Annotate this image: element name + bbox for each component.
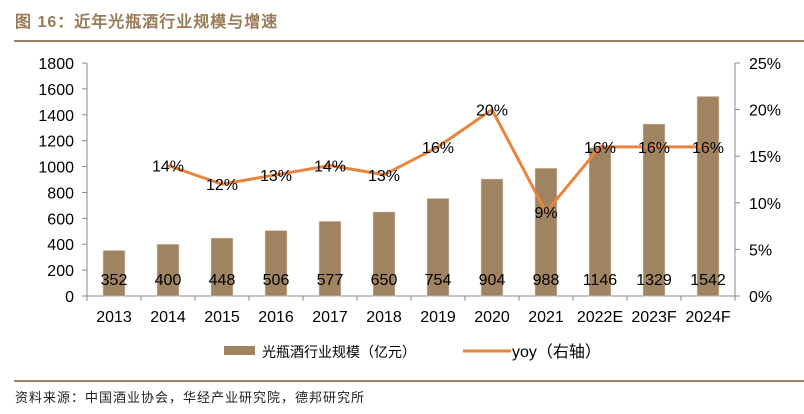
yoy-data-label: 16%: [584, 140, 616, 157]
y-left-tick-label: 400: [47, 237, 74, 254]
y-right-tick-label: 15%: [749, 149, 781, 166]
yoy-data-label: 13%: [368, 168, 400, 185]
y-left-tick-label: 1000: [38, 160, 74, 177]
yoy-data-label: 9%: [534, 205, 557, 222]
x-tick-label: 2023F: [631, 309, 677, 326]
y-right-tick-label: 25%: [749, 56, 781, 73]
y-right-tick-labels: 0% 5% 10% 15% 20% 25%: [749, 56, 781, 306]
bar-data-label: 448: [209, 272, 236, 289]
y-right-tick-label: 20%: [749, 103, 781, 120]
y-right-tick-label: 10%: [749, 196, 781, 213]
bar: [318, 221, 342, 297]
yoy-data-label: 16%: [638, 140, 670, 157]
x-tick-label: 2015: [204, 309, 240, 326]
y-left-tick-label: 200: [47, 263, 74, 280]
yoy-data-label: 14%: [152, 159, 184, 176]
top-divider: [14, 40, 804, 42]
bar: [480, 178, 504, 297]
bar: [426, 198, 450, 297]
bar-data-label: 352: [101, 272, 128, 289]
bar-data-label: 1542: [690, 272, 726, 289]
bar: [642, 123, 666, 297]
y-right-tick-label: 5%: [749, 242, 772, 259]
yoy-data-label: 16%: [692, 140, 724, 157]
bar: [264, 230, 288, 297]
bar: [372, 211, 396, 297]
y-left-tick-label: 1400: [38, 108, 74, 125]
yoy-line: [167, 108, 708, 214]
line-layer: [167, 108, 709, 214]
x-tick-label: 2017: [312, 309, 348, 326]
y-left-tick-label: 1600: [38, 82, 74, 99]
x-tick-label: 2021: [528, 309, 564, 326]
x-tick-label: 2020: [474, 309, 510, 326]
y-right-tick-label: 0%: [749, 289, 772, 306]
x-tick-label: 2019: [420, 309, 456, 326]
bar-data-label: 400: [155, 272, 182, 289]
x-tick-label: 2024F: [685, 309, 731, 326]
bar-data-label: 1329: [636, 272, 672, 289]
legend-bar-swatch: [224, 346, 255, 355]
bar-data-label: 506: [263, 272, 290, 289]
y-left-tick-label: 800: [47, 185, 74, 202]
x-tick-label: 2018: [366, 309, 402, 326]
bottom-divider: [14, 380, 804, 382]
yoy-data-label: 13%: [260, 168, 292, 185]
axes: [82, 62, 740, 301]
bar-data-label: 754: [425, 272, 452, 289]
bar: [696, 96, 720, 297]
y-left-tick-label: 1200: [38, 134, 74, 151]
y-left-tick-labels: 0 200 400 600 800 1000 1200 1400 1600 1800: [38, 56, 74, 306]
y-left-tick-label: 1800: [38, 56, 74, 73]
yoy-data-label: 14%: [314, 159, 346, 176]
legend-line-label: yoy（右轴）: [512, 343, 601, 361]
yoy-data-label: 16%: [422, 140, 454, 157]
legend-bar-label: 光瓶酒行业规模（亿元）: [262, 345, 416, 361]
bar-data-label: 904: [479, 272, 506, 289]
bar-data-label: 1146: [583, 272, 618, 289]
figure-title: 图 16：近年光瓶酒行业规模与增速: [15, 14, 279, 31]
x-tick-label: 2013: [96, 309, 132, 326]
bar: [210, 237, 234, 297]
y-left-tick-label: 600: [47, 211, 74, 228]
yoy-data-label: 12%: [206, 177, 238, 194]
source-note: 资料来源：中国酒业协会，华经产业研究院，德邦研究所: [15, 391, 366, 406]
bar-data-label: 650: [371, 272, 398, 289]
bar: [102, 250, 126, 297]
bars: [102, 96, 720, 297]
x-tick-label: 2016: [258, 309, 294, 326]
line-labels: 14% 12% 13% 14% 13% 16% 20% 9% 16% 16% 16%: [152, 103, 724, 223]
x-tick-label: 2014: [150, 309, 186, 326]
y-left-tick-label: 0: [65, 289, 74, 306]
bar-labels: 352 400 448 506 577 650 754 904 988 1146 1329 1542: [101, 272, 726, 289]
legend: 光瓶酒行业规模（亿元） yoy（右轴）: [224, 343, 601, 361]
yoy-data-label: 20%: [476, 103, 508, 120]
bar-data-label: 577: [317, 272, 344, 289]
x-tick-labels: 2013 2014 2015 2016 2017 2018 2019 2020 2021 2022…: [96, 309, 731, 326]
bar-data-label: 988: [533, 272, 560, 289]
bar: [156, 243, 180, 297]
x-tick-label: 2022E: [577, 309, 623, 326]
